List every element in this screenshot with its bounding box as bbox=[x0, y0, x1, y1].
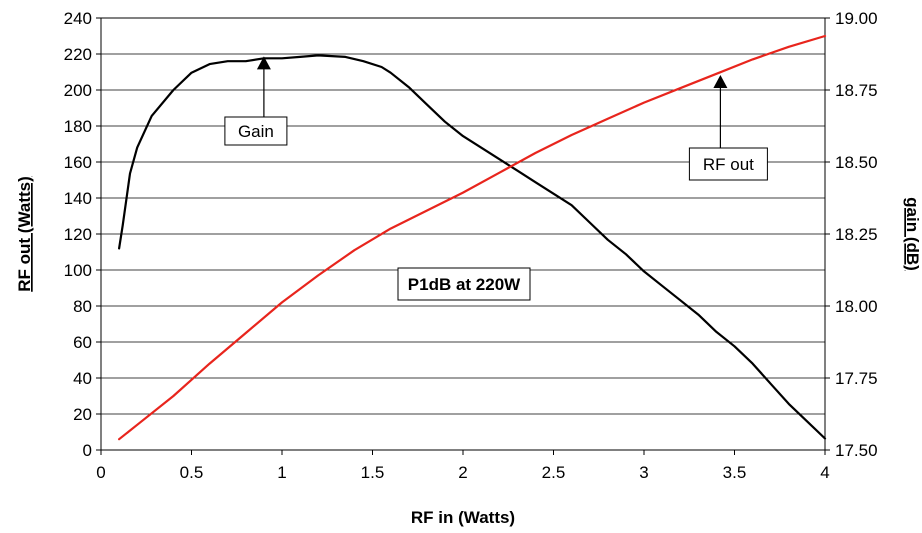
y-left-tick-label: 220 bbox=[64, 45, 92, 64]
y-left-tick-label: 200 bbox=[64, 81, 92, 100]
gain-callout-text: Gain bbox=[238, 122, 274, 141]
y-right-tick-label: 18.25 bbox=[835, 225, 878, 244]
rfout-callout-text: RF out bbox=[703, 155, 754, 174]
y-left-axis-ticks: 0 20 40 60 80 100 120 140 160 180 200 220 240 bbox=[64, 9, 101, 460]
y-left-axis-title: RF out (Watts) bbox=[15, 176, 34, 292]
y-left-tick-label: 160 bbox=[64, 153, 92, 172]
y-left-tick-label: 60 bbox=[73, 333, 92, 352]
y-left-tick-label: 140 bbox=[64, 189, 92, 208]
gain-callout: Gain bbox=[224, 56, 288, 146]
y-left-tick-label: 180 bbox=[64, 117, 92, 136]
x-axis-title: RF in (Watts) bbox=[411, 508, 515, 527]
p1db-callout-text: P1dB at 220W bbox=[408, 275, 521, 294]
y-right-tick-label: 18.00 bbox=[835, 297, 878, 316]
series-gain-line bbox=[117, 54, 827, 440]
y-left-tick-label: 240 bbox=[64, 9, 92, 28]
series-layer bbox=[117, 34, 827, 441]
x-axis-ticks: 0 0.5 1 1.5 2 2.5 3 3.5 4 bbox=[96, 450, 830, 482]
x-tick-label: 1 bbox=[277, 463, 286, 482]
p1db-callout-box bbox=[397, 267, 531, 301]
x-tick-label: 4 bbox=[820, 463, 829, 482]
y-right-tick-label: 18.75 bbox=[835, 81, 878, 100]
y-right-tick-label: 17.75 bbox=[835, 369, 878, 388]
y-right-axis-ticks: 17.50 17.75 18.00 18.25 18.50 18.75 19.00 bbox=[825, 9, 878, 460]
x-tick-label: 1.5 bbox=[361, 463, 385, 482]
x-tick-label: 0 bbox=[96, 463, 105, 482]
p1db-callout: P1dB at 220W bbox=[397, 267, 531, 301]
y-left-tick-label: 100 bbox=[64, 261, 92, 280]
rfout-callout-box bbox=[688, 147, 768, 181]
y-right-tick-label: 18.50 bbox=[835, 153, 878, 172]
y-left-tick-label: 20 bbox=[73, 405, 92, 424]
y-left-tick-label: 40 bbox=[73, 369, 92, 388]
y-left-tick-label: 80 bbox=[73, 297, 92, 316]
x-tick-label: 2.5 bbox=[542, 463, 566, 482]
x-tick-label: 3 bbox=[639, 463, 648, 482]
y-right-tick-label: 17.50 bbox=[835, 441, 878, 460]
gain-arrow-head bbox=[256, 56, 271, 70]
y-left-tick-label: 0 bbox=[83, 441, 92, 460]
x-tick-label: 2 bbox=[458, 463, 467, 482]
y-right-tick-label: 19.00 bbox=[835, 9, 878, 28]
y-right-axis-title: gain (dB) bbox=[903, 197, 922, 271]
gain-callout-box bbox=[224, 116, 288, 146]
gridlines bbox=[101, 17, 825, 415]
rfout-arrow-head bbox=[713, 75, 728, 88]
y-left-tick-label: 120 bbox=[64, 225, 92, 244]
series-rf-out-line bbox=[117, 34, 827, 441]
x-tick-label: 0.5 bbox=[180, 463, 204, 482]
rfout-callout: RF out bbox=[688, 75, 768, 181]
x-tick-label: 3.5 bbox=[723, 463, 747, 482]
